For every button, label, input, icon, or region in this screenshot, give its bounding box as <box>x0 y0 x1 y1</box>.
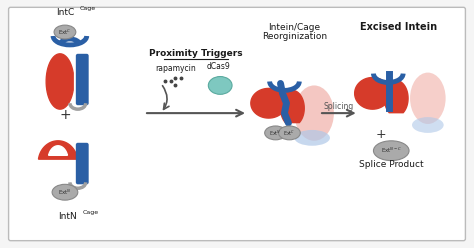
Text: Ext$^N$: Ext$^N$ <box>58 187 72 197</box>
Polygon shape <box>49 146 67 155</box>
Polygon shape <box>251 88 286 118</box>
Ellipse shape <box>294 130 330 146</box>
Ellipse shape <box>264 126 286 140</box>
Text: Proximity Triggers: Proximity Triggers <box>149 49 242 58</box>
Ellipse shape <box>412 117 444 133</box>
FancyBboxPatch shape <box>76 143 89 184</box>
Polygon shape <box>281 91 304 123</box>
Text: rapamycin: rapamycin <box>155 64 196 73</box>
Ellipse shape <box>374 141 409 161</box>
Text: Reorginization: Reorginization <box>262 32 327 41</box>
Polygon shape <box>46 54 73 109</box>
Text: IntN: IntN <box>59 213 77 221</box>
Text: +: + <box>59 108 71 122</box>
FancyBboxPatch shape <box>9 7 465 241</box>
Ellipse shape <box>52 184 78 200</box>
Polygon shape <box>355 78 390 109</box>
Text: Cage: Cage <box>83 211 99 216</box>
Ellipse shape <box>294 86 334 141</box>
Text: Splicing: Splicing <box>324 102 354 111</box>
Text: IntC: IntC <box>56 8 74 17</box>
Text: Intein/Cage: Intein/Cage <box>268 23 320 31</box>
FancyBboxPatch shape <box>76 54 89 105</box>
Ellipse shape <box>209 77 232 94</box>
Text: Ext$^C$: Ext$^C$ <box>58 27 72 37</box>
Text: Ext$^C$: Ext$^C$ <box>283 128 296 138</box>
Ellipse shape <box>410 73 446 124</box>
Polygon shape <box>384 81 408 113</box>
Polygon shape <box>38 141 78 159</box>
Text: +: + <box>376 128 387 141</box>
Ellipse shape <box>54 25 76 39</box>
Text: Ext$^N$: Ext$^N$ <box>269 128 282 138</box>
Text: Ext$^{N-C}$: Ext$^{N-C}$ <box>381 146 402 155</box>
Text: Excised Intein: Excised Intein <box>360 22 437 32</box>
Text: Cage: Cage <box>80 6 96 11</box>
Text: Splice Product: Splice Product <box>359 160 424 169</box>
Text: dCas9: dCas9 <box>206 62 230 71</box>
Ellipse shape <box>279 126 301 140</box>
